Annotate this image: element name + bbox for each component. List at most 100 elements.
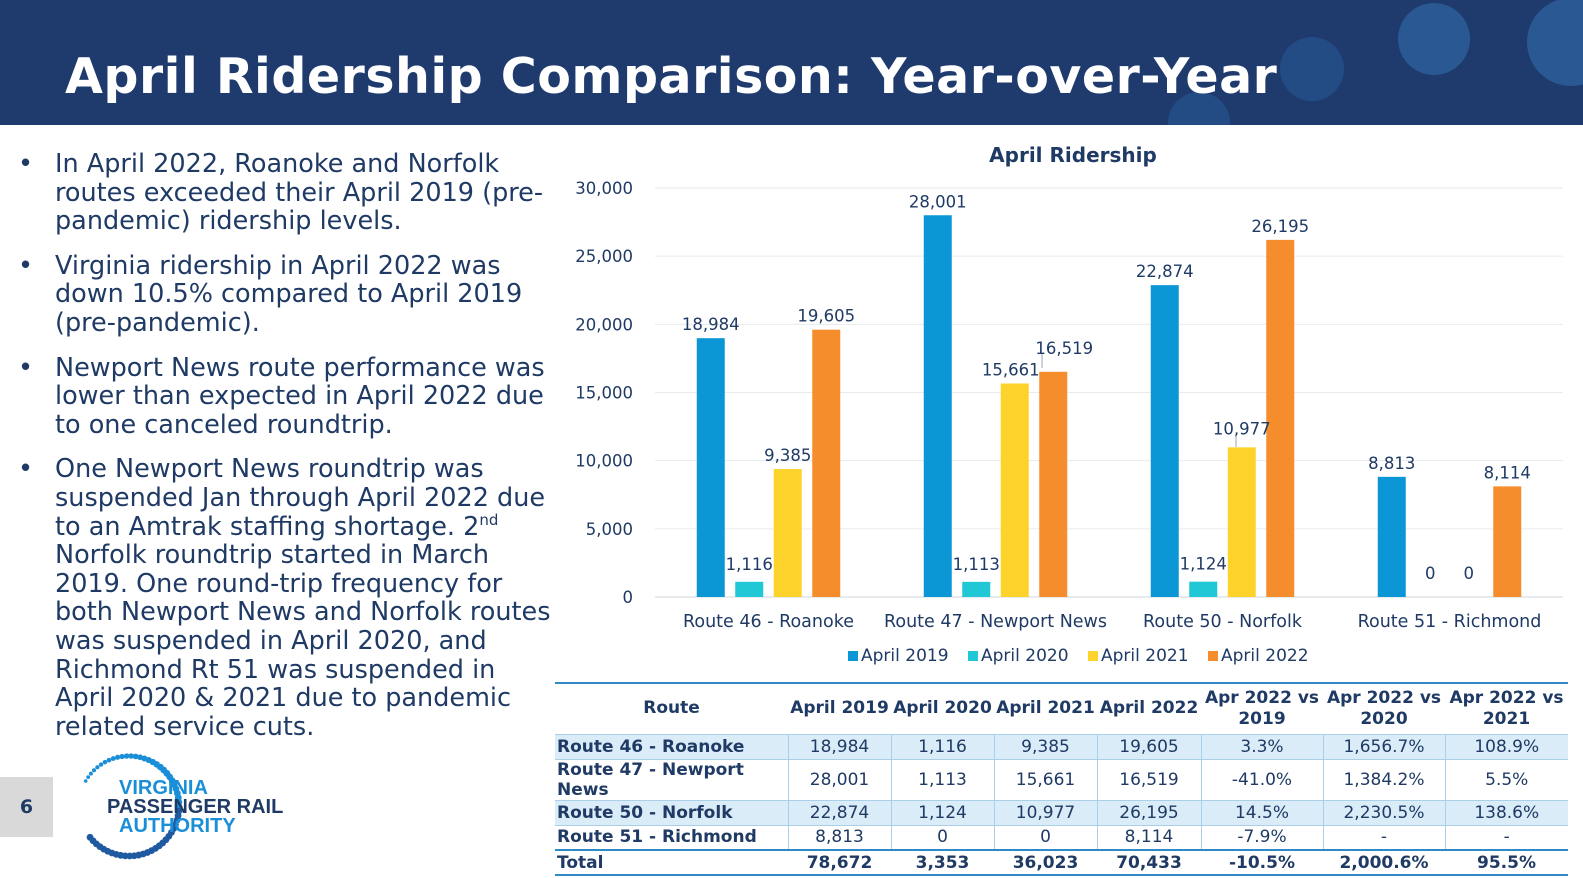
bar-april-2021 (773, 469, 802, 597)
data-label: 19,605 (797, 307, 855, 326)
logo-dot (132, 753, 139, 760)
table-cell: 3.3% (1200, 733, 1323, 759)
table-cell: 14.5% (1200, 799, 1323, 825)
logo-dot (119, 753, 125, 760)
y-tick-label: 5,000 (586, 520, 633, 539)
table-row: Route 51 - Richmond 8,813 0 0 8,114 -7.9… (555, 824, 1568, 850)
logo-dot (91, 768, 97, 773)
col-header: Apr 2022 vs 2021 (1449, 687, 1564, 729)
data-label: 0 (1425, 564, 1436, 583)
page-title: April Ridership Comparison: Year-over-Ye… (65, 48, 1278, 105)
table-cell: 36,023 (994, 849, 1097, 876)
bullet-superscript: nd (479, 510, 499, 529)
data-label: 15,661 (982, 360, 1040, 379)
logo-dot (102, 759, 108, 765)
legend-label: April 2019 (861, 646, 949, 666)
table-cell: 19,605 (1096, 733, 1201, 759)
y-tick-label: 30,000 (575, 179, 633, 198)
ridership-chart: April Ridership 0 5,000 10,000 15,000 20,000… (575, 143, 1563, 666)
col-header: April 2019 (790, 698, 889, 719)
table-cell: 5.5% (1444, 758, 1568, 800)
legend-swatch (1088, 651, 1098, 661)
col-header: Apr 2022 vs 2020 (1326, 687, 1442, 729)
vpra-logo: VIRGINIA PASSENGER RAIL AUTHORITY (74, 750, 304, 865)
col-header: April 2022 (1099, 698, 1199, 719)
logo-dot (98, 762, 104, 767)
table-cell: 22,874 (787, 799, 891, 825)
bar-april-2021 (1000, 383, 1029, 597)
bullet-item: • One Newport News roundtrip was suspende… (18, 454, 551, 742)
col-header: April 2020 (893, 698, 992, 719)
y-tick-label: 10,000 (575, 452, 633, 471)
legend-swatch (968, 651, 978, 661)
logo-dot (110, 756, 116, 761)
legend-swatch (848, 651, 858, 661)
table-cell: Route 47 - Newport News (555, 758, 788, 800)
y-tick-label: 0 (623, 588, 634, 607)
logo-dot (115, 754, 121, 760)
x-category-label: Route 47 - Newport News (884, 612, 1107, 632)
table-cell: 9,385 (993, 733, 1097, 759)
col-header: Apr 2022 vs 2019 (1204, 687, 1320, 729)
data-label: 22,874 (1136, 262, 1194, 281)
table-cell: 1,116 (890, 733, 994, 759)
bar-april-2019 (696, 338, 725, 597)
data-label: 28,001 (909, 192, 967, 211)
table-cell: 1,113 (890, 758, 994, 800)
data-label: 10,977 (1213, 419, 1271, 438)
table-cell: 0 (890, 824, 994, 850)
page-number: 6 (0, 777, 53, 837)
legend-label: April 2020 (981, 646, 1069, 666)
table-cell: -7.9% (1200, 824, 1323, 850)
bullet-text: In April 2022, Roanoke and Norfolk route… (55, 149, 544, 237)
table-cell: 3,353 (891, 849, 994, 876)
table-header-row: Route April 2019 April 2020 April 2021 A… (555, 683, 1568, 734)
col-header: Route (643, 698, 700, 719)
table-total-row: Total 78,672 3,353 36,023 70,433 -10.5% … (555, 849, 1568, 876)
legend-label: April 2022 (1221, 646, 1309, 666)
chart-title: April Ridership (989, 143, 1157, 167)
bar-april-2022 (1266, 239, 1295, 598)
y-tick-label: 20,000 (575, 315, 633, 334)
table-cell: 108.9% (1444, 733, 1568, 759)
data-label: 1,116 (726, 555, 773, 574)
table-cell: 8,813 (787, 824, 891, 850)
header-banner: April Ridership Comparison: Year-over-Ye… (0, 0, 1583, 125)
bar-april-2020 (735, 581, 764, 597)
table-cell: 2,000.6% (1323, 849, 1445, 876)
bar-april-2022 (1039, 371, 1068, 597)
table-cell: Total (555, 849, 788, 876)
logo-dot (106, 757, 112, 763)
table-row: Route 47 - Newport News 28,001 1,113 15,… (555, 758, 1568, 800)
logo-ring-icon (83, 753, 183, 860)
y-tick-label: 15,000 (575, 384, 633, 403)
table-cell: 26,195 (1096, 799, 1201, 825)
bullet-text: One Newport News roundtrip was suspended… (55, 454, 546, 542)
table-cell: - (1444, 824, 1568, 850)
bullet-item: • Newport News route performance was lowe… (18, 352, 545, 440)
bullet-text: Virginia ridership in April 2022 was dow… (55, 250, 523, 338)
bullet-text: Newport News route performance was lower… (55, 352, 545, 440)
col-header: April 2021 (996, 698, 1095, 719)
table-cell: - (1322, 824, 1445, 850)
data-label: 16,519 (1035, 339, 1093, 358)
table-cell: 1,384.2% (1322, 758, 1445, 800)
data-label: 1,124 (1180, 555, 1227, 574)
table-cell: 28,001 (787, 758, 891, 800)
bar-april-2019 (923, 215, 952, 597)
table-cell: 1,656.7% (1322, 733, 1445, 759)
table-cell: -41.0% (1200, 758, 1323, 800)
y-tick-label: 25,000 (575, 247, 633, 266)
x-category-label: Route 46 - Roanoke (683, 612, 854, 632)
logo-dot (95, 765, 100, 770)
data-label: 18,984 (682, 315, 740, 334)
table-cell: Route 46 - Roanoke (555, 733, 788, 759)
table-cell: 78,672 (788, 849, 891, 876)
table-cell: 18,984 (787, 733, 891, 759)
decor-circle (1280, 37, 1344, 101)
ridership-table: Route April 2019 April 2020 April 2021 A… (555, 682, 1568, 876)
bar-april-2020 (962, 581, 991, 597)
table-cell: Route 51 - Richmond (555, 824, 788, 850)
bar-april-2019 (1377, 476, 1406, 597)
logo-dot (86, 833, 94, 841)
